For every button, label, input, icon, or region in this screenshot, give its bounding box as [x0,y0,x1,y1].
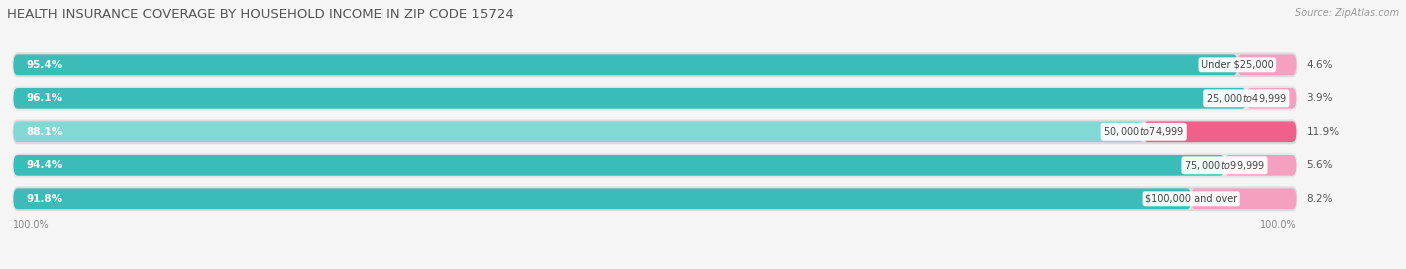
Text: 94.4%: 94.4% [27,160,63,170]
FancyBboxPatch shape [1246,88,1296,109]
FancyBboxPatch shape [14,155,1225,176]
Text: 11.9%: 11.9% [1306,127,1340,137]
Text: HEALTH INSURANCE COVERAGE BY HOUSEHOLD INCOME IN ZIP CODE 15724: HEALTH INSURANCE COVERAGE BY HOUSEHOLD I… [7,8,513,21]
Text: 100.0%: 100.0% [14,220,51,230]
Text: Source: ZipAtlas.com: Source: ZipAtlas.com [1295,8,1399,18]
Text: 100.0%: 100.0% [1260,220,1296,230]
Text: $25,000 to $49,999: $25,000 to $49,999 [1206,92,1286,105]
Text: 5.6%: 5.6% [1306,160,1333,170]
Text: 95.4%: 95.4% [27,60,62,70]
Text: $100,000 and over: $100,000 and over [1144,194,1237,204]
Text: Under $25,000: Under $25,000 [1201,60,1274,70]
FancyBboxPatch shape [14,88,1246,109]
Text: 4.6%: 4.6% [1306,60,1333,70]
FancyBboxPatch shape [14,121,1143,142]
Text: 91.8%: 91.8% [27,194,62,204]
FancyBboxPatch shape [1143,121,1296,142]
FancyBboxPatch shape [14,188,1191,209]
FancyBboxPatch shape [13,86,1298,111]
FancyBboxPatch shape [1191,188,1296,209]
Text: $50,000 to $74,999: $50,000 to $74,999 [1104,125,1184,138]
Text: 8.2%: 8.2% [1306,194,1333,204]
FancyBboxPatch shape [13,186,1298,211]
FancyBboxPatch shape [13,153,1298,178]
FancyBboxPatch shape [13,119,1298,144]
FancyBboxPatch shape [13,52,1298,77]
Text: 3.9%: 3.9% [1306,93,1333,103]
Text: 96.1%: 96.1% [27,93,62,103]
FancyBboxPatch shape [14,54,1237,75]
Text: $75,000 to $99,999: $75,000 to $99,999 [1184,159,1265,172]
FancyBboxPatch shape [1225,155,1296,176]
FancyBboxPatch shape [1237,54,1296,75]
Text: 88.1%: 88.1% [27,127,62,137]
